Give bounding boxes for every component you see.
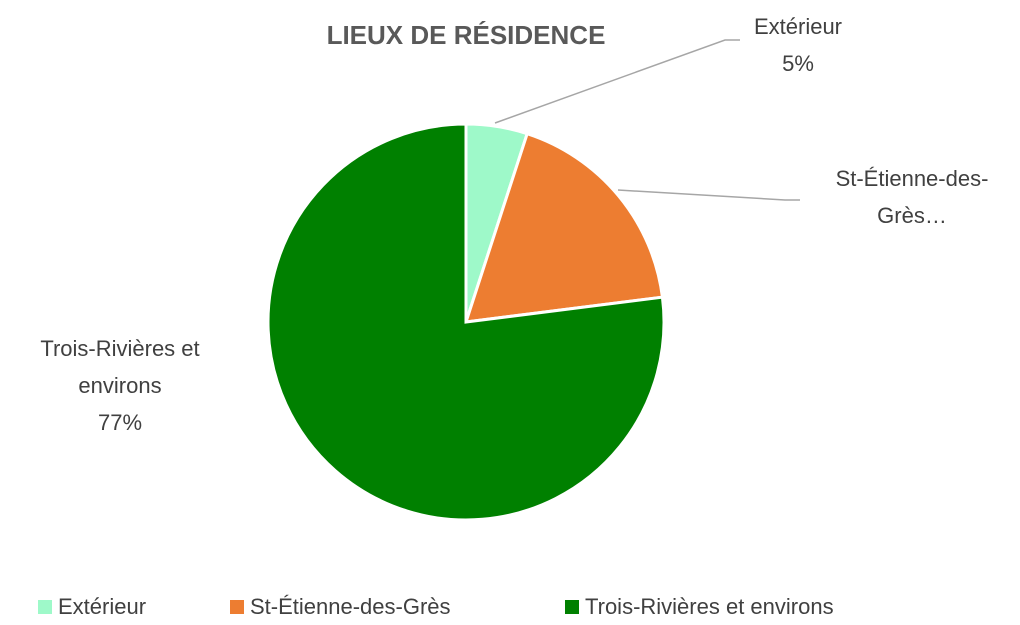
- leader-line: [494, 39, 740, 124]
- legend-label: Trois-Rivières et environs: [585, 594, 834, 619]
- data-label: St-Étienne-des-Grès…: [817, 160, 1007, 234]
- data-label-name: St-Étienne-des-Grès…: [835, 166, 989, 228]
- legend-swatch: [38, 600, 52, 614]
- leader-line: [617, 189, 800, 201]
- data-label-value: 77%: [97, 410, 143, 435]
- data-label: Trois-Rivières et environs 77%: [10, 330, 230, 441]
- pie-slice: [463, 131, 665, 324]
- chart-title: LIEUX DE RÉSIDENCE: [327, 20, 606, 50]
- data-label: Extérieur 5%: [718, 8, 878, 82]
- legend-swatch: [230, 600, 244, 614]
- legend-swatch: [565, 600, 579, 614]
- data-label-name: Extérieur: [753, 14, 843, 39]
- legend-label: Extérieur: [58, 594, 146, 619]
- pie-slice: [266, 122, 666, 522]
- data-label-value: 5%: [782, 51, 814, 76]
- data-label-name: Trois-Rivières et environs: [40, 336, 200, 398]
- legend-label: St-Étienne-des-Grès: [250, 594, 451, 619]
